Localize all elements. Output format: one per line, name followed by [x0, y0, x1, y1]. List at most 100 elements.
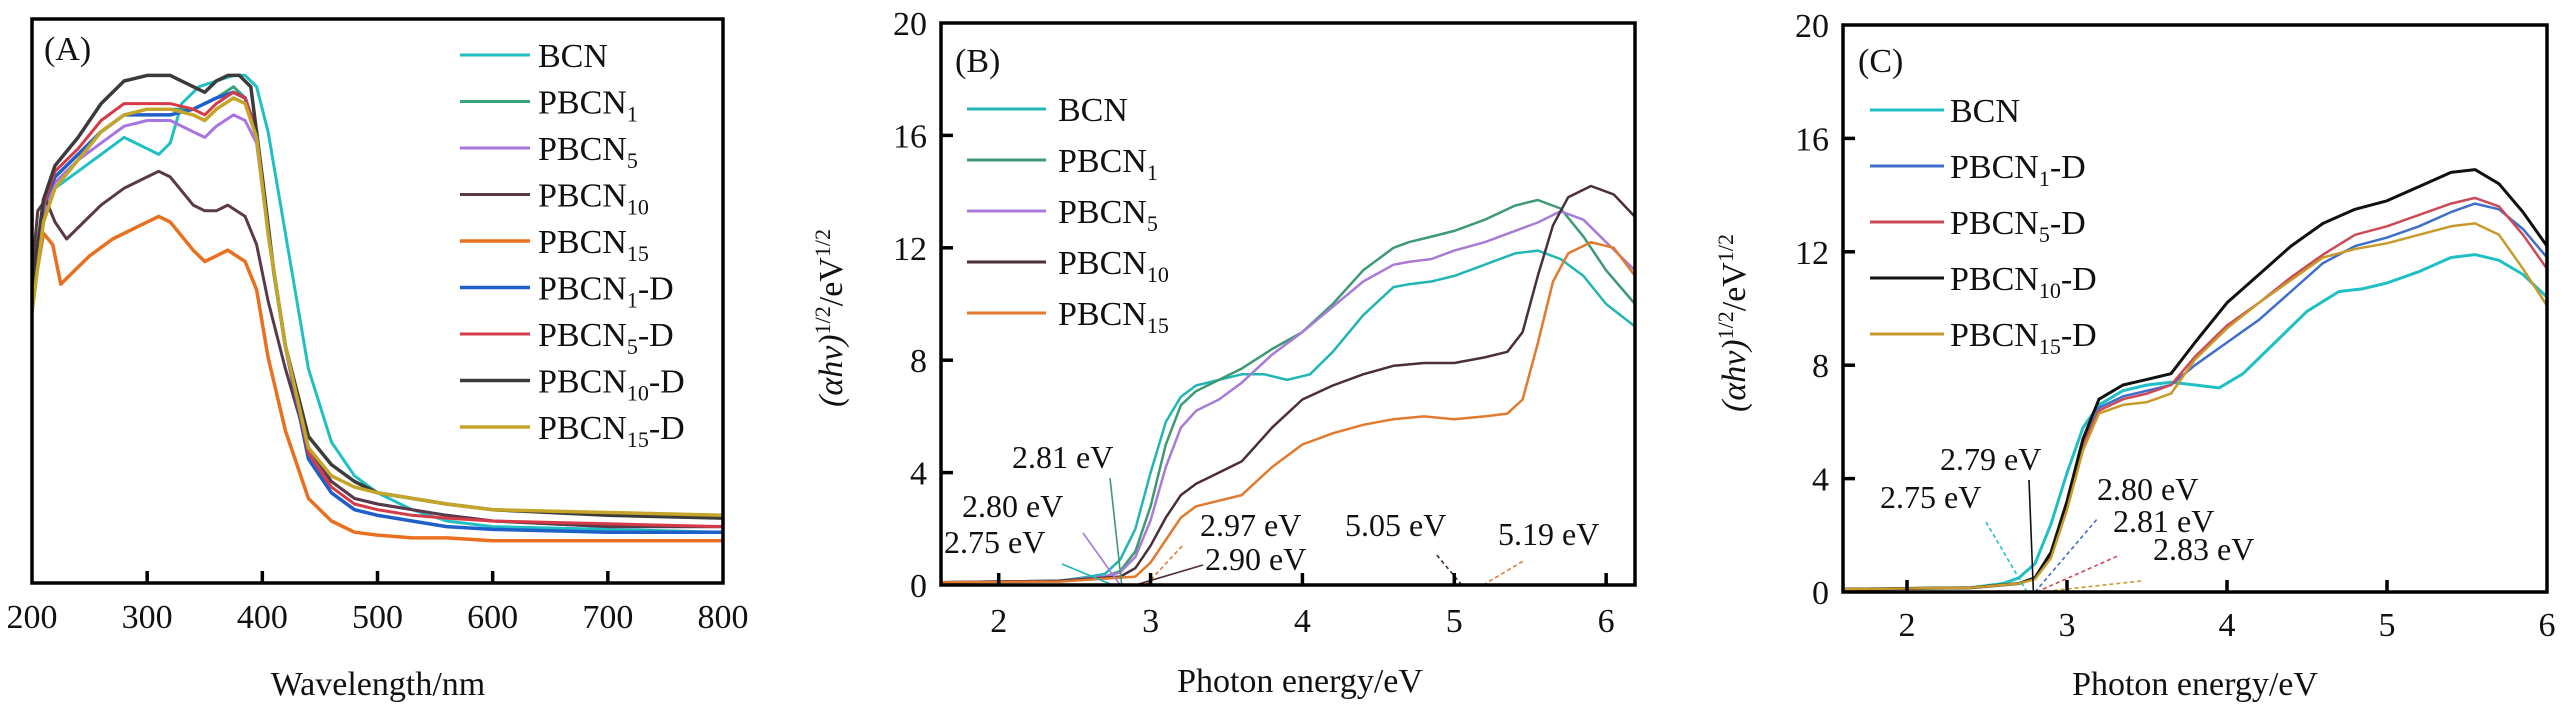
- panel-a-legend-label-3: PBCN10: [538, 178, 649, 220]
- panel-a-x-tick-label-4: 600: [467, 599, 518, 636]
- panel-a-series-line-3: [30, 169, 723, 529]
- panel-a-x-tick-label-5: 700: [582, 599, 633, 636]
- panel-b-ylabel-sup2: 1/2: [810, 229, 835, 257]
- panel-a-x-tick-label-6: 800: [698, 599, 749, 636]
- panel-c-tangent-line-0: [2028, 479, 2035, 593]
- panel-a-legend-label-0: BCN: [538, 38, 608, 75]
- panel-c-legend-item-2: PBCN5-D: [1870, 205, 2086, 247]
- panel-a-legend-item-6: PBCN5-D: [460, 317, 674, 359]
- panel-a-legend-label-2: PBCN5: [538, 131, 638, 173]
- panel-b-series-line-4: [940, 240, 1636, 584]
- panel-b-annotations: 2.81 eV 2.80 eV2.75 eV 2.97 eV2.90 eV 5.05 …: [944, 439, 1599, 586]
- panel-c-legend: BCN PBCN1-D PBCN5-D PBCN10-D PBCN15-D: [1870, 93, 2097, 359]
- panel-b-y-tick-label-5: 20: [893, 6, 927, 43]
- panel-b-y-tick-label-4: 16: [893, 118, 927, 155]
- panel-b-curves: [940, 184, 1636, 584]
- panel-c-series-line-0: [1842, 253, 2549, 591]
- panel-c-legend-item-1: PBCN1-D: [1870, 149, 2086, 191]
- panel-b-tangent-line-1: [1082, 532, 1121, 586]
- panel-b-ylabel-unit: /eV: [813, 257, 850, 307]
- panel-c-x-tick-label-1: 3: [2059, 607, 2076, 644]
- panel-b-tangent-line-5: [1434, 552, 1463, 586]
- panel-b-legend-label-0: BCN: [1058, 92, 1128, 129]
- panel-a-legend-label-8: PBCN15-D: [538, 410, 685, 452]
- panel-c-curves: [1842, 168, 2549, 591]
- panel-b-y-tick-label-2: 8: [910, 343, 927, 380]
- panel-c-tangent-line-3: [2036, 554, 2121, 593]
- panel-c-y-tick-label-1: 4: [1812, 462, 1829, 499]
- panel-a-series-line-6: [30, 90, 724, 529]
- panel-a-legend-item-7: PBCN10-D: [460, 364, 685, 406]
- svg-text:(αhv)1/2/eV1/2: (αhv)1/2/eV1/2: [1713, 234, 1753, 412]
- panel-c-frame: [1841, 23, 2549, 594]
- panel-c-annotations: 2.79 eV2.75 eV 2.80 eV2.81 eV2.83 eV: [1880, 441, 2254, 593]
- panel-b-x-tick-label-3: 5: [1446, 603, 1463, 640]
- panel-c-tangent-line-4: [2039, 580, 2142, 593]
- panel-b-x-tick-label-1: 3: [1142, 603, 1159, 640]
- panel-b-chart: 2.81 eV 2.80 eV2.75 eV 2.97 eV2.90 eV 5.05 …: [810, 6, 1637, 700]
- panel-c-x-tick-label-2: 4: [2219, 607, 2236, 644]
- panel-b-series-line-0: [940, 249, 1636, 584]
- panel-b-tangent-line-4: [1135, 564, 1204, 586]
- panel-c-legend-label-4: PBCN15-D: [1950, 317, 2097, 359]
- panel-b-x-tick-label-4: 6: [1598, 603, 1615, 640]
- panel-b-bandgap-label-3: 2.97 eV: [1200, 507, 1301, 543]
- panel-b-bandgap-label-0: 2.81 eV: [1012, 439, 1113, 475]
- panel-a-legend-item-4: PBCN15: [460, 224, 649, 266]
- panel-c-x-axis-title: Photon energy/eV: [2072, 666, 2318, 703]
- panel-b-bandgap-label-2: 2.75 eV: [944, 524, 1045, 560]
- panel-c-legend-label-1: PBCN1-D: [1950, 149, 2086, 191]
- panel-a-legend-item-0: BCN: [460, 38, 608, 75]
- panel-b-legend-item-4: PBCN15: [967, 296, 1169, 338]
- panel-b-legend-item-3: PBCN10: [967, 245, 1169, 287]
- panel-b-tangent-line-6: [1482, 559, 1526, 586]
- panel-a-legend-label-6: PBCN5-D: [538, 317, 674, 359]
- panel-b-tangent-line-2: [1061, 563, 1113, 586]
- panel-c-bandgap-label-4: 2.83 eV: [2153, 531, 2254, 567]
- panel-b-tangent-line-0: [1109, 477, 1123, 586]
- panel-b-legend: BCN PBCN1 PBCN5 PBCN10 PBCN15: [967, 92, 1169, 338]
- panel-c-label: (C): [1858, 43, 1903, 80]
- panel-b-x-tick-label-0: 2: [990, 603, 1007, 640]
- panel-b-legend-label-4: PBCN15: [1058, 296, 1169, 338]
- panel-c-bandgap-label-3: 2.81 eV: [2113, 503, 2214, 539]
- panel-b-frame: [939, 21, 1637, 587]
- panel-b-legend-item-1: PBCN1: [967, 143, 1158, 185]
- panel-b-bandgap-label-6: 5.19 eV: [1498, 516, 1599, 552]
- panel-a-legend-item-3: PBCN10: [460, 178, 649, 220]
- panel-c-ticks: 2 3 4 5 6 0 4 8 12 16 20: [1795, 8, 2556, 644]
- panel-c-ylabel-sup1: 1/2: [1713, 311, 1738, 339]
- panel-b-legend-label-1: PBCN1: [1058, 143, 1158, 185]
- panel-b-series-line-2: [940, 210, 1636, 584]
- panel-b-legend-label-2: PBCN5: [1058, 194, 1158, 236]
- panel-b-bandgap-label-1: 2.80 eV: [962, 488, 1063, 524]
- panel-c-legend-item-3: PBCN10-D: [1870, 261, 2097, 303]
- panel-b-ticks: 2 3 4 5 6 0 4 8 12 16 20: [893, 6, 1615, 640]
- panel-c-y-tick-label-5: 20: [1795, 8, 1829, 45]
- panel-c-legend-label-0: BCN: [1950, 93, 2020, 130]
- panel-c-tangent-line-2: [2034, 517, 2099, 593]
- panel-a-x-axis-title: Wavelength/nm: [271, 666, 485, 703]
- panel-c-legend-item-4: PBCN15-D: [1870, 317, 2097, 359]
- panel-a-x-tick-label-2: 400: [237, 599, 288, 636]
- panel-b-legend-label-3: PBCN10: [1058, 245, 1169, 287]
- panel-b-y-axis-title: (αhv)1/2/eV1/2: [810, 229, 850, 407]
- panel-a-x-tick-label-1: 300: [122, 599, 173, 636]
- panel-a-legend-item-2: PBCN5: [460, 131, 638, 173]
- panel-c-legend-label-2: PBCN5-D: [1950, 205, 2086, 247]
- panel-c-y-tick-label-3: 12: [1795, 235, 1829, 272]
- svg-text:(αhv)1/2/eV1/2: (αhv)1/2/eV1/2: [810, 229, 850, 407]
- panel-c-bandgap-label-2: 2.80 eV: [2097, 471, 2198, 507]
- panel-c-x-tick-label-4: 6: [2539, 607, 2556, 644]
- panel-a-legend-item-1: PBCN1: [460, 85, 638, 127]
- panel-b-series-line-3: [940, 184, 1636, 584]
- panel-a-legend-label-7: PBCN10-D: [538, 364, 685, 406]
- panel-a-x-tick-label-3: 500: [352, 599, 403, 636]
- panel-b-ylabel-sup1: 1/2: [810, 306, 835, 334]
- panel-c-ylabel-main: (αhv): [1716, 339, 1753, 412]
- panel-b-ylabel-main: (αhv): [813, 334, 850, 407]
- panel-c-y-tick-label-0: 0: [1812, 575, 1829, 612]
